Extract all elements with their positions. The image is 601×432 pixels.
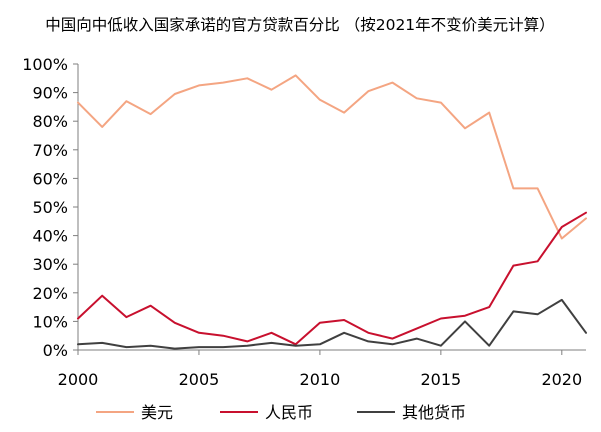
y-tick-label: 40% [32, 227, 68, 246]
y-tick-label: 80% [32, 112, 68, 131]
x-tick-label: 2000 [58, 370, 99, 389]
y-tick-label: 60% [32, 169, 68, 188]
x-tick-label: 2015 [420, 370, 461, 389]
series-line-2 [77, 211, 587, 346]
y-tick-label: 0% [43, 341, 68, 360]
y-tick-label: 10% [32, 312, 68, 331]
y-tick-label: 100% [22, 55, 68, 74]
x-tick-label: 2010 [300, 370, 341, 389]
legend-label: 美元 [141, 403, 173, 422]
x-tick-label: 2005 [179, 370, 220, 389]
legend-label: 人民币 [265, 403, 313, 422]
x-tick-label: 2020 [541, 370, 582, 389]
series-line-3 [77, 298, 587, 350]
series-line-1 [77, 74, 587, 240]
axis-layer: 0% 10% 20% 30% 40% 50% 60% 70% 80% 90% 100% 2000 200… [22, 55, 586, 389]
legend: 美元 人民币 其他货币 [96, 403, 466, 422]
y-tick-label: 90% [32, 84, 68, 103]
y-tick-label: 50% [32, 198, 68, 217]
legend-label: 其他货币 [402, 403, 466, 422]
y-tick-label: 20% [32, 284, 68, 303]
series-layer [77, 74, 587, 350]
y-tick-label: 70% [32, 141, 68, 160]
chart-title: 中国向中低收入国家承诺的官方贷款百分比 （按2021年不变价美元计算） [45, 15, 554, 34]
y-tick-label: 30% [32, 255, 68, 274]
